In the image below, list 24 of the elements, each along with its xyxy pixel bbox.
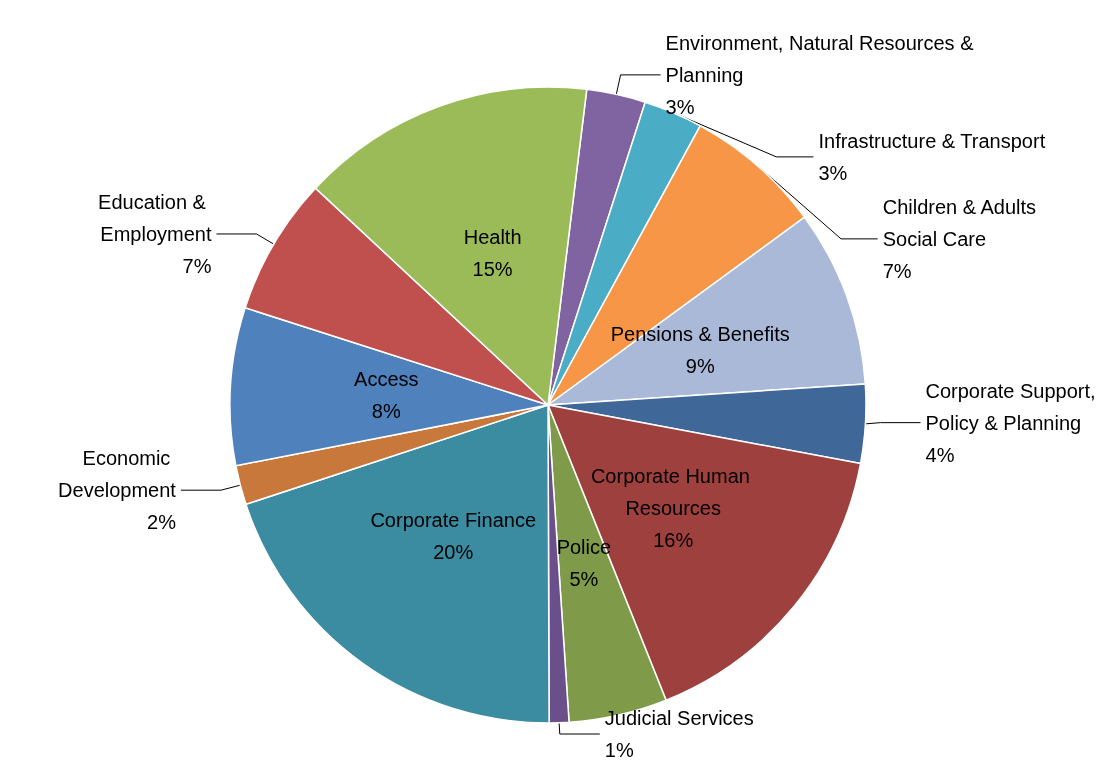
- slice-label: Corporate Finance: [370, 509, 537, 532]
- data-label: 7%: [182, 254, 212, 277]
- slice-label: Environment, Natural Resources & Planning: [665, 31, 980, 86]
- data-label: 2%: [147, 511, 177, 534]
- data-label: 4%: [925, 443, 955, 466]
- slice-label: Judicial Services: [604, 707, 754, 729]
- data-label: 3%: [665, 95, 695, 118]
- slice-label: Economic Development: [58, 447, 177, 502]
- data-label: 15%: [472, 257, 513, 280]
- slice-label: Education & Employment: [98, 190, 212, 245]
- slice-label: Health: [463, 225, 522, 248]
- data-label: 16%: [653, 528, 694, 551]
- slice-label: Corporate Human Resources: [590, 464, 756, 519]
- data-label: 1%: [604, 739, 634, 761]
- data-label: 8%: [371, 400, 401, 423]
- data-label: 9%: [685, 354, 715, 377]
- slice-label: Children & Adults Social Care: [882, 195, 1042, 250]
- data-label: 7%: [882, 259, 912, 282]
- slice-label: Infrastructure & Transport: [818, 129, 1046, 152]
- data-label: 5%: [569, 567, 599, 590]
- data-label: 20%: [433, 541, 474, 564]
- slice-label: Access: [354, 368, 419, 391]
- data-label: 3%: [818, 161, 848, 184]
- slice-label: Corporate Support, Policy & Planning: [925, 379, 1102, 434]
